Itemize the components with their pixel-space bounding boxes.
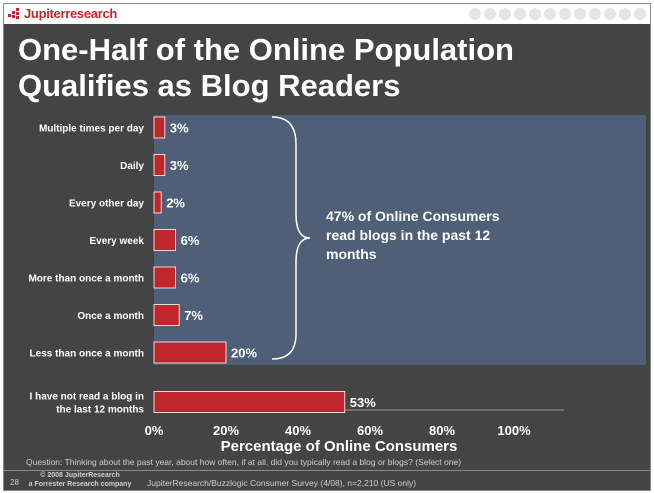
decorative-dot [529, 8, 541, 20]
category-label: Daily [120, 161, 144, 172]
value-label: 3% [170, 121, 189, 136]
slide: Jupiterresearch One-Half of the Online P… [3, 3, 651, 491]
logo-mark-icon [8, 8, 19, 19]
page-title: One-Half of the Online Population Qualif… [18, 32, 638, 104]
decorative-dots [469, 8, 646, 20]
decorative-dot [574, 8, 586, 20]
highlight-region [154, 115, 646, 365]
decorative-dot [499, 8, 511, 20]
value-label: 6% [181, 233, 200, 248]
category-label: Every other day [69, 199, 144, 210]
bar [153, 191, 162, 214]
logo-text: Jupiterresearch [24, 6, 118, 21]
bar [153, 266, 177, 289]
survey-question: Question: Thinking about the past year, … [26, 457, 462, 467]
copyright: © 2008 JupiterResearch a Forrester Resea… [24, 471, 136, 489]
decorative-dot [484, 8, 496, 20]
category-label: Every week [90, 236, 145, 247]
decorative-dot [544, 8, 556, 20]
decorative-dot [604, 8, 616, 20]
title-line-2: Qualifies as Blog Readers [18, 68, 401, 103]
x-tick-label: 40% [285, 423, 311, 438]
bar [153, 391, 346, 413]
value-label: 2% [166, 196, 185, 211]
x-tick-label: 100% [497, 423, 531, 438]
bar [153, 154, 166, 176]
value-label: 20% [231, 346, 257, 361]
value-label: 7% [184, 308, 203, 323]
bar [153, 304, 180, 326]
decorative-dot [469, 8, 481, 20]
x-tick-label: 0% [145, 423, 164, 438]
title-line-1: One-Half of the Online Population [18, 32, 514, 67]
decorative-dot [589, 8, 601, 20]
x-tick-label: 80% [429, 423, 455, 438]
value-label: 6% [181, 271, 200, 286]
page-number: 28 [10, 478, 19, 487]
bar [153, 341, 227, 364]
value-label: 53% [350, 395, 376, 410]
top-bar: Jupiterresearch [4, 4, 650, 24]
decorative-dot [634, 8, 646, 20]
annotation-text: months [326, 246, 377, 262]
source-note: JupiterResearch/Buzzlogic Consumer Surve… [147, 478, 417, 488]
bar-chart: 3% Multiple times per day 3% Daily 2% Every o… [28, 115, 646, 455]
bar [153, 229, 177, 251]
decorative-dot [514, 8, 526, 20]
category-label: Multiple times per day [39, 124, 144, 135]
category-label: Once a month [77, 311, 144, 322]
x-tick-label: 20% [213, 423, 239, 438]
bar [153, 116, 166, 139]
decorative-dot [619, 8, 631, 20]
value-label: 3% [170, 158, 189, 173]
x-tick-label: 60% [357, 423, 383, 438]
category-label: Less than once a month [30, 349, 144, 360]
footer-divider [4, 470, 650, 471]
x-axis-label: Percentage of Online Consumers [221, 438, 458, 455]
annotation-text: read blogs in the past 12 [326, 227, 490, 243]
category-label: I have not read a blog in [30, 392, 144, 403]
copyright-line-2: a Forrester Research company [28, 481, 132, 488]
brace [271, 116, 311, 360]
annotation-text: 47% of Online Consumers [326, 208, 500, 224]
copyright-line-1: © 2008 JupiterResearch [40, 472, 120, 479]
category-label: the last 12 months [56, 405, 144, 416]
decorative-dot [559, 8, 571, 20]
category-label: More than once a month [28, 274, 144, 285]
